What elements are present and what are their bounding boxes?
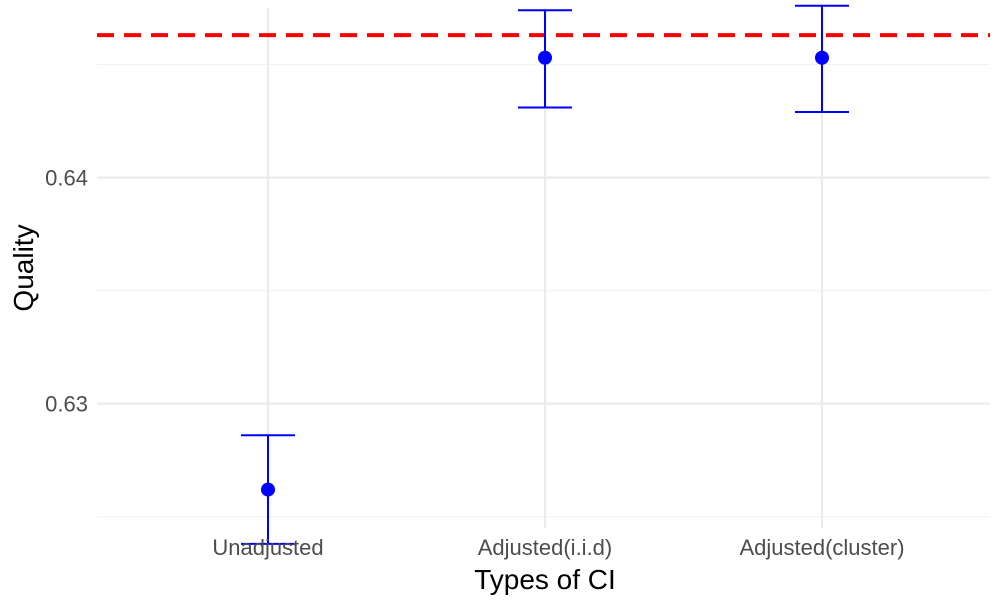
y-tick-label: 0.64 — [45, 166, 88, 191]
grid-layer — [97, 8, 990, 528]
x-tick-label: Adjusted(cluster) — [739, 535, 904, 560]
y-axis-title: Quality — [8, 224, 39, 311]
labels-layer: 0.63 0.64 Unadjusted Adjusted(i.i.d) Adjuste… — [45, 166, 904, 560]
estimate-point — [815, 51, 829, 65]
x-axis-title: Types of CI — [474, 564, 616, 595]
estimate-point — [538, 51, 552, 65]
x-tick-label: Adjusted(i.i.d) — [478, 535, 613, 560]
y-tick-label: 0.63 — [45, 392, 88, 417]
x-tick-label: Unadjusted — [212, 535, 323, 560]
estimate-point — [261, 483, 275, 497]
